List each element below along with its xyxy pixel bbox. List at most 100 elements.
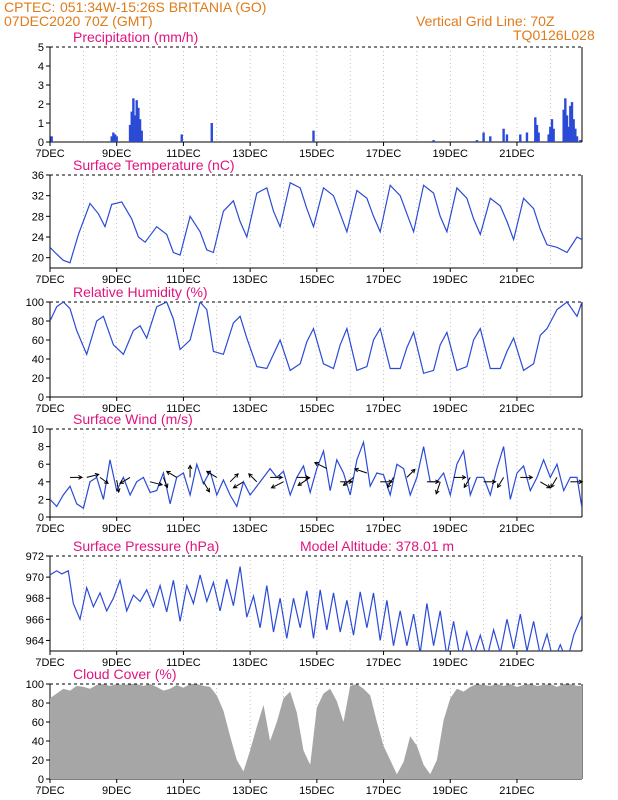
x-tick-label: 17DEC (366, 657, 402, 669)
x-tick-label: 15DEC (299, 274, 335, 286)
y-tick-label: 40 (32, 736, 44, 748)
panel-title: Precipitation (mm/h) (73, 29, 198, 45)
precip-bar (574, 128, 577, 142)
y-tick-label: 0 (38, 774, 44, 786)
x-tick-label: 7DEC (35, 148, 64, 160)
wind-arrow-head (119, 479, 125, 484)
precip-bar (552, 128, 555, 142)
wind-arrow-head (463, 483, 468, 489)
x-tick-label: 13DEC (232, 403, 268, 415)
precip-bar (535, 124, 539, 142)
precip-bar (482, 132, 485, 142)
y-tick-label: 2 (38, 494, 44, 506)
y-tick-label: 966 (26, 614, 44, 626)
precip-bar (505, 134, 509, 142)
y-tick-label: 0 (38, 137, 44, 149)
y-tick-label: 3 (38, 80, 44, 92)
precip-bar (570, 102, 574, 142)
precip-bar (180, 134, 183, 142)
panel-5: 0 20 40 60 80 100 7DEC 9DEC 11DEC 13DEC 15DEC 17DEC… (26, 666, 583, 797)
wind-arrow (166, 470, 178, 478)
wind-arrow-head (187, 464, 193, 470)
x-tick-label: 15DEC (299, 785, 335, 797)
x-tick-label: 21DEC (499, 523, 535, 535)
precip-bar (135, 100, 138, 142)
panel-title: Surface Temperature (nC) (73, 157, 235, 173)
y-tick-label: 60 (32, 717, 44, 729)
precip-bar (564, 98, 567, 142)
panel-4: 964 966 968 970 972 7DEC 9DEC 11DEC 13DEC 15DEC 17… (26, 538, 583, 669)
panel-2: 0 20 40 60 80 100 7DEC 9DEC 11DEC 13DEC 15DEC 17DEC… (26, 284, 583, 415)
precip-bar (547, 134, 550, 142)
y-tick-label: 972 (26, 551, 44, 563)
precip-bar (140, 130, 143, 142)
wind-arrow-head (270, 484, 276, 489)
y-tick-label: 4 (38, 477, 44, 489)
wind-arrow (463, 477, 471, 488)
y-tick-label: 80 (32, 698, 44, 710)
wind-arrow-head (342, 481, 348, 487)
precip-bar (112, 132, 115, 142)
x-tick-label: 19DEC (433, 148, 469, 160)
y-tick-label: 24 (32, 232, 44, 244)
precip-bar (579, 140, 582, 142)
x-tick-label: 17DEC (366, 274, 402, 286)
x-tick-label: 19DEC (433, 657, 469, 669)
x-tick-label: 7DEC (35, 403, 64, 415)
wind-arrow-head (578, 479, 584, 485)
panel-0: 0 1 2 3 4 5 7DEC 9DEC 11DEC 13DEC 15DEC 17DEC 19DEC 2… (35, 29, 583, 160)
wind-arrow (229, 473, 239, 483)
x-tick-label: 19DEC (433, 403, 469, 415)
y-tick-label: 2 (38, 99, 44, 111)
wind-arrow (116, 479, 120, 493)
panel-3: 0 2 4 6 8 10 7DEC 9DEC 11DEC 13DEC 15DEC 17DEC 19DEC… (32, 411, 584, 535)
precip-bar (549, 126, 552, 142)
precip-bar (210, 123, 213, 142)
panel-title: Surface Wind (m/s) (73, 411, 193, 427)
precip-bar (110, 136, 113, 142)
y-tick-label: 40 (32, 354, 44, 366)
wind-arrow-head (165, 470, 171, 476)
wind-arrow (406, 469, 416, 478)
wind-arrow-head (248, 473, 253, 478)
y-tick-label: 100 (26, 679, 44, 691)
series-line-0 (50, 439, 582, 510)
x-tick-label: 11DEC (166, 403, 201, 415)
x-tick-label: 15DEC (299, 148, 335, 160)
x-tick-label: 13DEC (232, 785, 268, 797)
precip-bar (115, 136, 118, 142)
x-tick-label: 19DEC (433, 523, 469, 535)
wind-arrow-head (550, 483, 555, 489)
header-code: TQ0126L028 (513, 27, 595, 43)
wind-arrow (99, 476, 109, 484)
y-tick-label: 5 (38, 42, 44, 54)
precip-bar (550, 119, 554, 142)
x-tick-label: 13DEC (232, 523, 268, 535)
wind-arrow (497, 477, 505, 488)
wind-arrow-head (104, 479, 109, 485)
wind-arrow (149, 481, 163, 486)
y-tick-label: 80 (32, 316, 44, 328)
wind-arrow-head (205, 487, 210, 493)
x-tick-label: 21DEC (499, 148, 535, 160)
x-tick-label: 11DEC (166, 274, 201, 286)
x-tick-label: 11DEC (166, 657, 201, 669)
precip-bar (569, 105, 572, 142)
wind-arrow (206, 470, 218, 478)
precip-bar (502, 128, 505, 142)
wind-arrow-head (297, 481, 303, 486)
x-tick-label: 9DEC (102, 148, 131, 160)
precip-bar (138, 119, 142, 142)
wind-arrow-head (313, 461, 319, 467)
y-tick-label: 60 (32, 335, 44, 347)
panel-title: Relative Humidity (%) (73, 284, 208, 300)
wind-arrow (540, 481, 551, 489)
panel-title: Cloud Cover (%) (73, 666, 176, 682)
wind-arrow-head (78, 475, 84, 480)
y-tick-label: 964 (26, 635, 44, 647)
wind-arrow-head (387, 483, 392, 489)
x-tick-label: 15DEC (299, 523, 335, 535)
x-tick-label: 7DEC (35, 523, 64, 535)
x-tick-label: 9DEC (102, 785, 131, 797)
